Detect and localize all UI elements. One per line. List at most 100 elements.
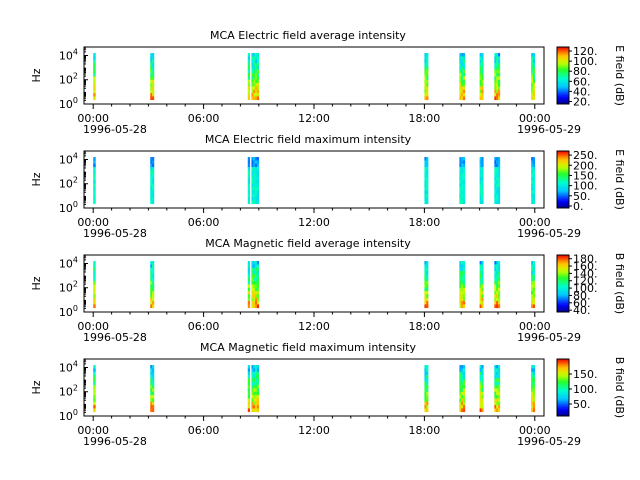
spectrogram-cell xyxy=(255,274,258,279)
spectrogram-cell xyxy=(463,59,466,64)
spectrogram-cell xyxy=(498,187,501,191)
spectrogram-cell xyxy=(150,408,153,413)
spectrogram-cell xyxy=(247,401,251,406)
spectrogram-cell xyxy=(256,59,260,64)
spectrogram-cell xyxy=(461,261,464,265)
spectrogram-cell xyxy=(247,304,251,309)
spectrogram-cell xyxy=(253,398,256,403)
spectrogram-cell xyxy=(247,378,251,383)
spectrogram-cell xyxy=(459,301,462,305)
spectrogram-cell xyxy=(496,197,499,201)
spectrogram-cell xyxy=(426,385,429,389)
spectrogram-cell xyxy=(494,63,497,67)
spectrogram-cell xyxy=(494,267,497,272)
spectrogram-cell xyxy=(496,177,499,181)
spectrogram-cell xyxy=(498,261,501,265)
spectrogram-cell xyxy=(459,408,462,413)
spectrogram-cell xyxy=(461,267,464,272)
spectrogram-cell xyxy=(255,170,258,175)
spectrogram-cell xyxy=(532,391,536,396)
spectrogram-cell xyxy=(256,371,260,376)
spectrogram-cell xyxy=(498,73,501,77)
spectrogram-cell xyxy=(253,200,256,205)
spectrogram-cell xyxy=(494,287,497,292)
spectrogram-cell xyxy=(481,93,484,97)
spectrogram-cell xyxy=(247,83,251,87)
spectrogram-cell xyxy=(253,163,256,168)
spectrogram-cell xyxy=(531,177,534,181)
spectrogram-cell xyxy=(494,297,497,302)
spectrogram-cell xyxy=(461,365,464,369)
spectrogram-cell xyxy=(256,183,260,188)
spectrogram-cell xyxy=(531,59,534,64)
spectrogram-cell xyxy=(253,401,256,406)
spectrogram-cell xyxy=(247,200,251,205)
spectrogram-cell xyxy=(461,291,464,295)
spectrogram-cell xyxy=(498,378,501,383)
spectrogram-cell xyxy=(532,264,536,269)
spectrogram-cell xyxy=(150,287,153,292)
spectrogram-cell xyxy=(532,365,536,369)
spectrogram-cell xyxy=(426,59,429,64)
spectrogram-cell xyxy=(152,401,155,406)
y-tick-label: 102 xyxy=(59,176,78,191)
spectrogram-cell xyxy=(424,160,427,165)
spectrogram-cell xyxy=(481,187,484,191)
spectrogram-cell xyxy=(152,200,155,205)
spectrogram-cell xyxy=(463,297,466,302)
spectrogram-cell xyxy=(496,391,499,396)
spectrogram xyxy=(93,261,536,309)
spectrogram-cell xyxy=(424,375,427,379)
spectrogram-cell xyxy=(498,287,501,292)
spectrogram-cell xyxy=(426,381,429,386)
spectrogram-cell xyxy=(256,180,260,185)
spectrogram-cell xyxy=(255,83,258,87)
spectrogram-cell xyxy=(496,157,499,161)
spectrogram-cell xyxy=(531,89,534,94)
colorbar-tick-label: 160. xyxy=(573,260,598,273)
spectrogram-cell xyxy=(459,193,462,198)
spectrogram-cell xyxy=(531,365,534,369)
spectrogram-cell xyxy=(531,173,534,178)
spectrogram-cell xyxy=(496,378,499,383)
spectrogram-cell xyxy=(461,157,464,161)
spectrogram-cell xyxy=(498,157,501,161)
spectrogram-cell xyxy=(253,277,256,282)
spectrogram-cell xyxy=(424,408,427,413)
spectrogram-cell xyxy=(424,274,427,279)
spectrogram-cell xyxy=(531,287,534,292)
y-axis-label: Hz xyxy=(30,380,43,394)
spectrogram-cell xyxy=(426,271,429,275)
spectrogram-cell xyxy=(152,405,155,409)
spectrogram-cell xyxy=(152,287,155,292)
spectrogram-cell xyxy=(494,56,497,61)
spectrogram-cell xyxy=(255,371,258,376)
spectrogram-cell xyxy=(463,378,466,383)
spectrogram-cell xyxy=(152,385,155,389)
spectrogram-cell xyxy=(479,183,482,188)
spectrogram-cell xyxy=(532,401,536,406)
spectrogram-cell xyxy=(532,408,536,413)
y-tick-label: 100 xyxy=(59,408,78,423)
spectrogram-cell xyxy=(494,378,497,383)
spectrogram-cell xyxy=(424,163,427,168)
spectrogram-cell xyxy=(426,391,429,396)
x-date-end: 1996-05-29 xyxy=(517,435,581,448)
spectrogram-cell xyxy=(463,93,466,97)
spectrogram-cell xyxy=(494,197,497,201)
spectrogram-cell xyxy=(256,83,260,87)
spectrogram-cell xyxy=(93,66,96,71)
spectrogram-cell xyxy=(253,76,256,81)
spectrogram-cell xyxy=(463,96,466,101)
spectrogram-cell xyxy=(496,190,499,195)
spectrogram-cell xyxy=(150,277,153,282)
spectrogram-cell xyxy=(494,291,497,295)
colorbar xyxy=(556,46,570,105)
spectrogram-cell xyxy=(498,304,501,309)
spectrogram-cell xyxy=(481,381,484,386)
spectrogram-cell xyxy=(251,96,254,101)
spectrogram-cell xyxy=(251,177,254,181)
spectrogram-cell xyxy=(93,284,96,289)
spectrogram-cell xyxy=(255,264,258,269)
spectrogram-cell xyxy=(531,167,534,171)
